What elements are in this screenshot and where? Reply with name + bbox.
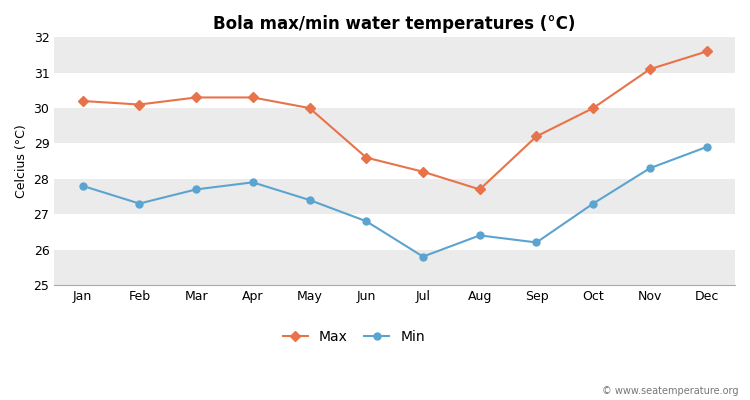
- Bar: [54, 37, 735, 73]
- Max: [248, 95, 257, 100]
- Max: [362, 155, 370, 160]
- Max: [191, 95, 200, 100]
- Bar: [54, 214, 735, 250]
- Max: [419, 169, 428, 174]
- Max: [646, 67, 655, 72]
- Min: [191, 187, 200, 192]
- Min: [702, 144, 711, 149]
- Min: [646, 166, 655, 170]
- Max: [532, 134, 541, 139]
- Min: [305, 198, 314, 202]
- Max: [702, 49, 711, 54]
- Title: Bola max/min water temperatures (°C): Bola max/min water temperatures (°C): [214, 15, 576, 33]
- Y-axis label: Celcius (°C): Celcius (°C): [15, 124, 28, 198]
- Bar: [54, 73, 735, 108]
- Max: [305, 106, 314, 110]
- Max: [135, 102, 144, 107]
- Bar: [54, 179, 735, 214]
- Bar: [54, 108, 735, 144]
- Bar: [54, 250, 735, 285]
- Line: Max: Max: [80, 48, 710, 193]
- Min: [419, 254, 428, 259]
- Legend: Max, Min: Max, Min: [277, 324, 430, 349]
- Bar: [54, 144, 735, 179]
- Max: [589, 106, 598, 110]
- Min: [78, 184, 87, 188]
- Min: [362, 219, 370, 224]
- Min: [135, 201, 144, 206]
- Min: [248, 180, 257, 185]
- Min: [532, 240, 541, 245]
- Max: [78, 98, 87, 103]
- Max: [476, 187, 484, 192]
- Text: © www.seatemperature.org: © www.seatemperature.org: [602, 386, 739, 396]
- Min: [589, 201, 598, 206]
- Min: [476, 233, 484, 238]
- Line: Min: Min: [80, 144, 710, 260]
